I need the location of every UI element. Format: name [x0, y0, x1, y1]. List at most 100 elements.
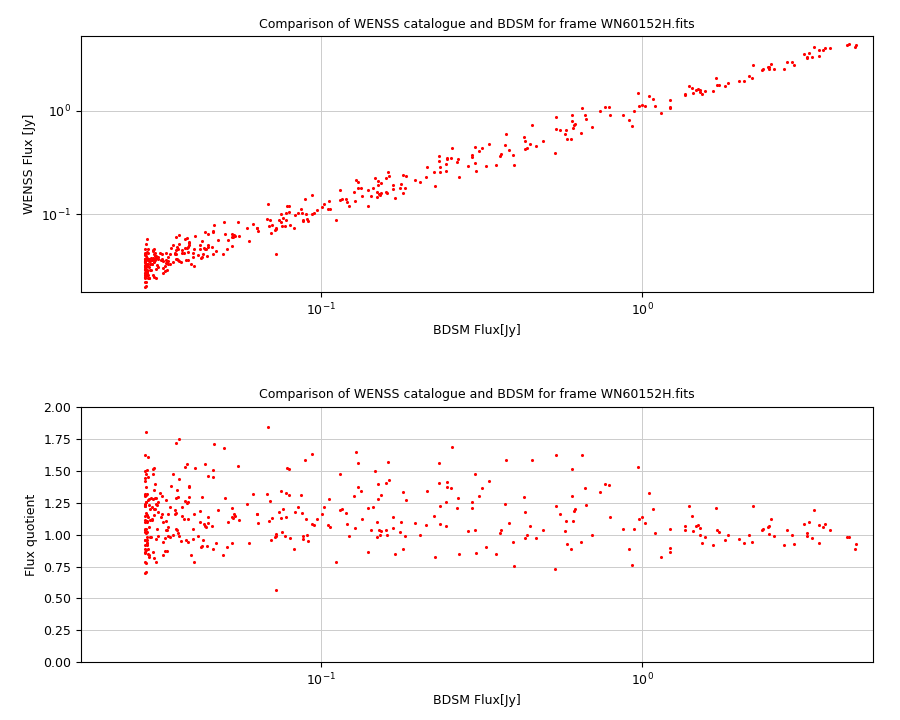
Point [274, 512, 288, 523]
Point [370, 478, 384, 490]
Point [567, 119, 581, 130]
Point [170, 241, 184, 253]
Point [388, 192, 402, 203]
Point [159, 257, 174, 269]
Point [523, 138, 537, 150]
Point [563, 544, 578, 555]
Point [158, 265, 173, 276]
Point [440, 152, 454, 163]
Point [299, 208, 313, 220]
Point [146, 246, 160, 257]
Point [548, 564, 562, 575]
Point [229, 510, 243, 522]
Point [139, 264, 153, 275]
Point [306, 519, 320, 531]
Point [148, 492, 163, 503]
Point [823, 42, 837, 54]
Point [153, 248, 167, 259]
Point [177, 242, 192, 253]
Point [159, 525, 174, 536]
Point [150, 500, 165, 511]
Point [579, 499, 593, 510]
Point [346, 490, 361, 502]
Point [171, 491, 185, 503]
Point [756, 64, 770, 76]
Point [148, 556, 163, 567]
Point [568, 503, 582, 515]
Point [220, 541, 234, 553]
Point [158, 260, 172, 271]
Point [433, 161, 447, 172]
Point [693, 522, 707, 534]
Point [194, 240, 208, 251]
Point [691, 84, 706, 95]
Point [139, 247, 153, 258]
Point [138, 449, 152, 461]
Point [370, 531, 384, 543]
Point [560, 539, 574, 550]
Point [184, 258, 198, 270]
Point [140, 263, 154, 274]
Point [349, 446, 364, 457]
Point [187, 462, 202, 474]
Point [151, 531, 166, 542]
Point [140, 246, 155, 258]
Point [145, 501, 159, 513]
Point [182, 492, 196, 503]
Point [267, 224, 282, 235]
Point [179, 459, 194, 470]
Point [163, 258, 177, 270]
Point [140, 261, 154, 272]
Point [250, 517, 265, 528]
Point [205, 464, 220, 475]
Point [146, 468, 160, 480]
Point [262, 221, 276, 233]
Point [166, 469, 180, 480]
Point [181, 536, 195, 547]
Point [170, 485, 184, 496]
Point [294, 207, 309, 219]
Point [216, 248, 230, 259]
Point [502, 517, 517, 528]
Point [218, 228, 232, 240]
Point [138, 259, 152, 271]
Point [148, 492, 163, 503]
Point [139, 255, 153, 266]
Point [145, 254, 159, 266]
Point [138, 488, 152, 500]
Point [848, 544, 862, 555]
Point [282, 490, 296, 501]
Point [231, 216, 246, 228]
Point [159, 525, 174, 536]
Point [139, 544, 153, 556]
Title: Comparison of WENSS catalogue and BDSM for frame WN60152H.fits: Comparison of WENSS catalogue and BDSM f… [259, 18, 695, 31]
Point [168, 244, 183, 256]
Point [294, 507, 309, 518]
Point [298, 193, 312, 204]
Point [139, 238, 153, 250]
Point [662, 523, 677, 534]
Point [721, 78, 735, 89]
Point [632, 513, 646, 525]
Point [218, 492, 232, 504]
Point [182, 240, 196, 251]
Point [603, 109, 617, 121]
Point [479, 541, 493, 552]
Point [354, 182, 368, 194]
Point [140, 471, 155, 482]
Point [260, 213, 274, 225]
Point [199, 521, 213, 533]
Point [805, 51, 819, 63]
Point [138, 271, 152, 283]
Point [812, 45, 826, 56]
Point [378, 525, 392, 536]
Point [432, 155, 446, 166]
Point [156, 253, 170, 264]
Point [140, 398, 154, 410]
Point [559, 515, 573, 526]
Point [268, 584, 283, 595]
Point [148, 534, 163, 545]
Point [198, 520, 212, 531]
Point [172, 531, 186, 542]
Point [191, 531, 205, 542]
